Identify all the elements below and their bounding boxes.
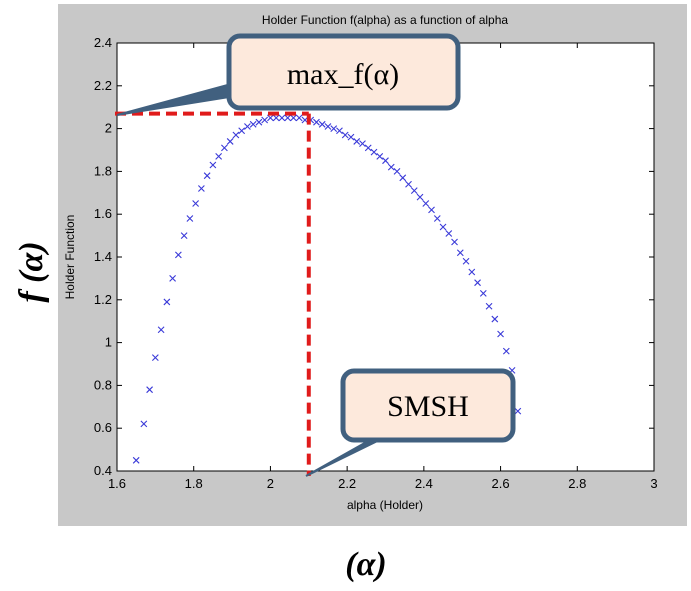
- data-point: [462, 257, 470, 265]
- data-point: [416, 193, 424, 201]
- y-tick-label: 0.4: [94, 463, 112, 478]
- y-axis-label: Holder Function: [63, 215, 77, 300]
- data-point: [192, 200, 200, 207]
- data-point: [364, 144, 372, 152]
- data-point: [422, 200, 430, 207]
- data-point: [249, 120, 257, 128]
- data-point: [324, 123, 332, 130]
- smsh-callout-box: [340, 368, 516, 443]
- x-tick-label: 2.6: [492, 476, 510, 491]
- data-point: [485, 302, 493, 310]
- data-point: [295, 114, 303, 122]
- chart-title: Holder Function f(alpha) as a function o…: [262, 13, 508, 27]
- data-point: [451, 238, 458, 246]
- data-point: [456, 249, 464, 257]
- y-tick-label: 0.6: [94, 420, 112, 435]
- y-tick-label: 2.2: [94, 78, 112, 93]
- data-point: [226, 138, 234, 145]
- data-point: [215, 153, 223, 160]
- data-point: [410, 187, 418, 195]
- data-point: [330, 125, 338, 132]
- data-point: [169, 275, 177, 282]
- data-point: [318, 120, 326, 128]
- data-point: [514, 407, 522, 415]
- x-tick-label: 2: [267, 476, 274, 491]
- data-point: [445, 230, 453, 237]
- data-point: [370, 148, 378, 156]
- y-tick-label: 2: [105, 121, 112, 136]
- data-point: [186, 215, 194, 222]
- reference-lines: [115, 111, 311, 476]
- data-point: [382, 157, 389, 165]
- data-point: [255, 118, 263, 126]
- data-point: [238, 127, 246, 135]
- data-point: [428, 206, 435, 214]
- data-point: [151, 354, 159, 361]
- data-point: [393, 168, 401, 175]
- y-tick-label: 1.8: [94, 163, 112, 178]
- y-tick-label: 2.4: [94, 35, 112, 50]
- data-point: [267, 114, 274, 122]
- max-callout-box: [226, 33, 461, 111]
- smsh-callout-label: SMSH: [387, 390, 469, 423]
- y-tick-label: 1.4: [94, 249, 112, 264]
- x-axis-ticks: 1.6 1.8 2 2.2 2.4 2.6 2.8 3: [108, 43, 658, 491]
- x-tick-label: 2.4: [415, 476, 433, 491]
- data-point: [197, 185, 205, 192]
- x-tick-label: 3: [650, 476, 657, 491]
- data-point: [341, 131, 349, 139]
- data-point: [278, 114, 286, 122]
- data-point: [347, 133, 355, 141]
- data-point: [284, 114, 292, 122]
- data-point: [433, 215, 441, 222]
- data-point: [359, 140, 366, 147]
- data-point: [497, 330, 504, 338]
- data-point: [146, 386, 153, 394]
- data-point: [261, 116, 269, 124]
- data-point: [468, 268, 476, 276]
- data-point: [163, 298, 171, 306]
- x-tick-label: 2.2: [338, 476, 356, 491]
- data-point: [399, 174, 407, 182]
- x-tick-label: 1.8: [185, 476, 203, 491]
- data-point: [376, 153, 384, 160]
- data-point: [203, 172, 211, 180]
- data-point: [140, 420, 148, 428]
- data-point: [209, 161, 217, 169]
- data-point: [439, 223, 447, 231]
- data-point: [336, 127, 343, 135]
- data-point: [290, 114, 297, 122]
- data-points: [132, 114, 522, 464]
- data-point: [174, 251, 182, 259]
- x-axis-label: alpha (Holder): [347, 498, 423, 512]
- smsh-callout: SMSH: [305, 368, 516, 477]
- data-point: [157, 326, 165, 334]
- data-point: [313, 118, 320, 126]
- data-point: [180, 232, 188, 239]
- y-tick-label: 1.6: [94, 206, 112, 221]
- data-point: [353, 138, 361, 145]
- data-point: [272, 114, 280, 122]
- data-point: [232, 131, 240, 139]
- outer-y-label: f (α): [13, 241, 50, 302]
- y-tick-label: 1: [105, 335, 112, 350]
- data-point: [387, 163, 395, 171]
- data-point: [132, 456, 140, 464]
- data-point: [491, 315, 499, 323]
- data-point: [502, 347, 510, 355]
- y-tick-label: 1.2: [94, 292, 112, 307]
- x-tick-label: 1.6: [108, 476, 126, 491]
- y-tick-label: 0.8: [94, 377, 112, 392]
- x-tick-label: 2.8: [568, 476, 586, 491]
- data-point: [221, 144, 228, 152]
- y-axis-ticks: 0.4 0.6 0.8 1 1.2 1.4 1.6 1.8 2 2.2 2.4: [94, 35, 654, 478]
- data-point: [479, 289, 487, 297]
- data-point: [474, 279, 481, 287]
- max-callout-label: max_f(α): [287, 58, 399, 91]
- outer-x-label: (α): [345, 546, 386, 583]
- max-callout: max_f(α): [116, 33, 461, 116]
- data-point: [405, 180, 412, 188]
- data-point: [244, 123, 251, 130]
